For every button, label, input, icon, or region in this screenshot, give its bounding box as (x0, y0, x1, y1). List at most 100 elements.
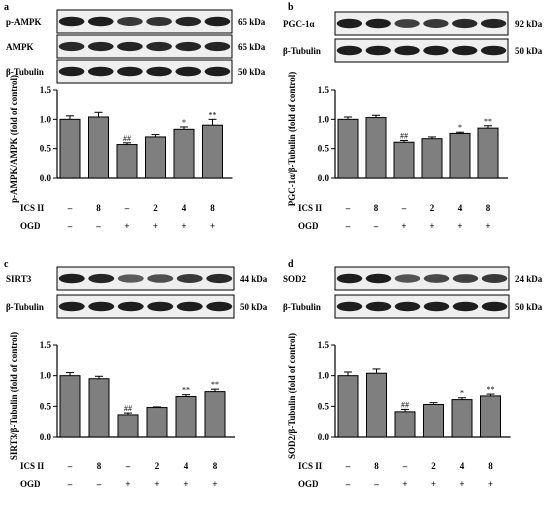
blot-row-1: AMPK 65 kDa (6, 34, 266, 59)
y-tick-label: 1.0 (318, 114, 330, 124)
bar-6 (202, 124, 223, 179)
panel-c: c SIRT3 44 kDa β-Tubulin 50 kDa 0.0 0.5 1.0 1.5 S… (4, 259, 268, 489)
bar-2 (366, 372, 387, 438)
blot-protein-label: SIRT3 (6, 274, 32, 284)
blot-frame (334, 266, 510, 291)
blot-band (146, 41, 172, 52)
treatment-value: + (485, 221, 490, 231)
bar-4 (423, 403, 444, 438)
blot-band (206, 301, 233, 312)
treatment-value: 8 (488, 461, 493, 471)
y-tick-label: 0.0 (318, 432, 330, 442)
blot-band (147, 301, 174, 312)
y-axis-label: PGC-1α/β-Tubulin (fold of control) (287, 72, 297, 207)
bar-3 (117, 414, 139, 438)
panel-letter: a (4, 2, 9, 13)
blot-size-label: 50 kDa (240, 302, 268, 312)
blot-protein-label: β-Tubulin (6, 67, 44, 77)
significance-label: ## (400, 131, 408, 140)
bar-5 (173, 128, 195, 179)
blot-protein-label: β-Tubulin (283, 46, 321, 56)
blot-band (452, 18, 478, 29)
treatment-value: – (124, 203, 130, 213)
significance-label: ** (484, 117, 492, 126)
y-tick-label: 1.5 (40, 340, 52, 350)
y-tick-label: 1.0 (318, 371, 330, 381)
y-tick-label: 1.5 (318, 340, 330, 350)
treatment-value: – (373, 221, 379, 231)
bar-2 (365, 117, 387, 179)
blot-protein-label: AMPK (6, 42, 34, 52)
treatment-value: 8 (486, 203, 491, 213)
blot-band (175, 16, 202, 27)
blot-band (58, 16, 85, 27)
treatment-value: – (67, 461, 73, 471)
significance-label: ## (401, 400, 409, 409)
panel-d: d SOD2 24 kDa β-Tubulin 50 kDa 0.0 0.5 1.0 1.5 SO… (283, 259, 543, 489)
blot-band (87, 66, 114, 77)
blot-frame (334, 11, 509, 36)
blot-band (175, 66, 202, 77)
bar-1 (59, 375, 81, 438)
bar-5 (175, 396, 197, 438)
y-tick-label: 0.5 (40, 144, 52, 154)
blot-band (365, 45, 391, 56)
treatment-value: 4 (182, 203, 187, 213)
blot-band (423, 45, 449, 56)
blot-band (423, 274, 450, 283)
significance-label: * (182, 118, 186, 127)
y-axis-label: SOD2/β-Tubulin (fold of control) (287, 333, 297, 459)
blot-band (365, 273, 392, 284)
blot-protein-label: β-Tubulin (283, 302, 321, 312)
blot-size-label: 50 kDa (515, 302, 543, 312)
y-tick-label: 1.5 (318, 85, 330, 95)
treatment-row-label: ICS II (298, 203, 323, 213)
blot-size-label: 65 kDa (238, 42, 266, 52)
blot-band (452, 274, 479, 283)
blot-band (480, 45, 507, 56)
blot-row-0: PGC-1α 92 kDa (283, 11, 543, 36)
significance-label: ## (124, 404, 132, 413)
treatment-value: + (488, 479, 493, 489)
treatment-value: – (345, 461, 351, 471)
treatment-value: + (459, 479, 464, 489)
panel-letter: d (288, 259, 294, 270)
bar-4 (145, 136, 166, 179)
blot-band (87, 16, 114, 27)
treatment-row-label: OGD (20, 221, 41, 231)
blot-size-label: 92 kDa (515, 19, 543, 29)
y-axis-label: SIRT3/β-Tubulin (fold of control) (9, 332, 19, 460)
treatment-value: + (402, 479, 407, 489)
treatment-row-label: ICS II (20, 203, 45, 213)
y-axis-label: p-AMPK/AMPK (fold of control) (9, 75, 19, 203)
blot-protein-label: SOD2 (283, 274, 307, 284)
panel-b: b PGC-1α 92 kDa β-Tubulin 50 kDa 0.0 0.5 1.0 1.5… (283, 2, 543, 231)
treatment-value: 2 (431, 461, 436, 471)
blot-band (58, 41, 85, 52)
bar-2 (88, 378, 110, 438)
blot-band (58, 273, 85, 284)
bar-6 (480, 395, 501, 438)
bar-1 (59, 118, 81, 179)
blot-band (204, 66, 231, 77)
blot-band (365, 301, 392, 312)
treatment-value: + (153, 221, 158, 231)
panel-a: a p-AMPK 65 kDa AMPK 65 kDa β-Tubulin 50 kDa 0.… (4, 2, 266, 231)
bar-6 (204, 391, 226, 438)
y-tick-label: 1.0 (40, 371, 52, 381)
blot-band (117, 17, 143, 26)
treatment-value: 8 (97, 461, 102, 471)
significance-label: * (460, 389, 464, 398)
bar-1 (337, 118, 359, 179)
blot-band (206, 273, 233, 284)
treatment-value: – (95, 221, 101, 231)
treatment-value: + (210, 221, 215, 231)
bar-3 (394, 411, 416, 438)
blot-row-1: β-Tubulin 50 kDa (283, 38, 543, 63)
blot-row-0: SIRT3 44 kDa (6, 266, 268, 291)
blot-frame (56, 294, 235, 319)
treatment-value: – (125, 461, 131, 471)
treatment-value: – (67, 479, 73, 489)
